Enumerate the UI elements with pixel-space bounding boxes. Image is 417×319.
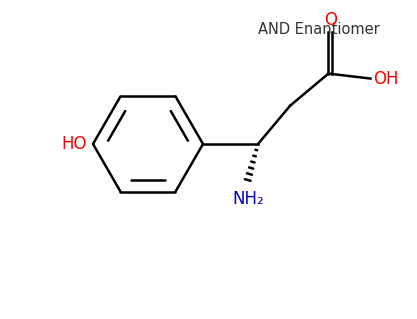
Text: AND Enantiomer: AND Enantiomer xyxy=(258,21,380,36)
Text: O: O xyxy=(324,11,337,29)
Text: HO: HO xyxy=(61,135,87,153)
Text: OH: OH xyxy=(374,70,399,87)
Text: NH₂: NH₂ xyxy=(232,190,264,208)
